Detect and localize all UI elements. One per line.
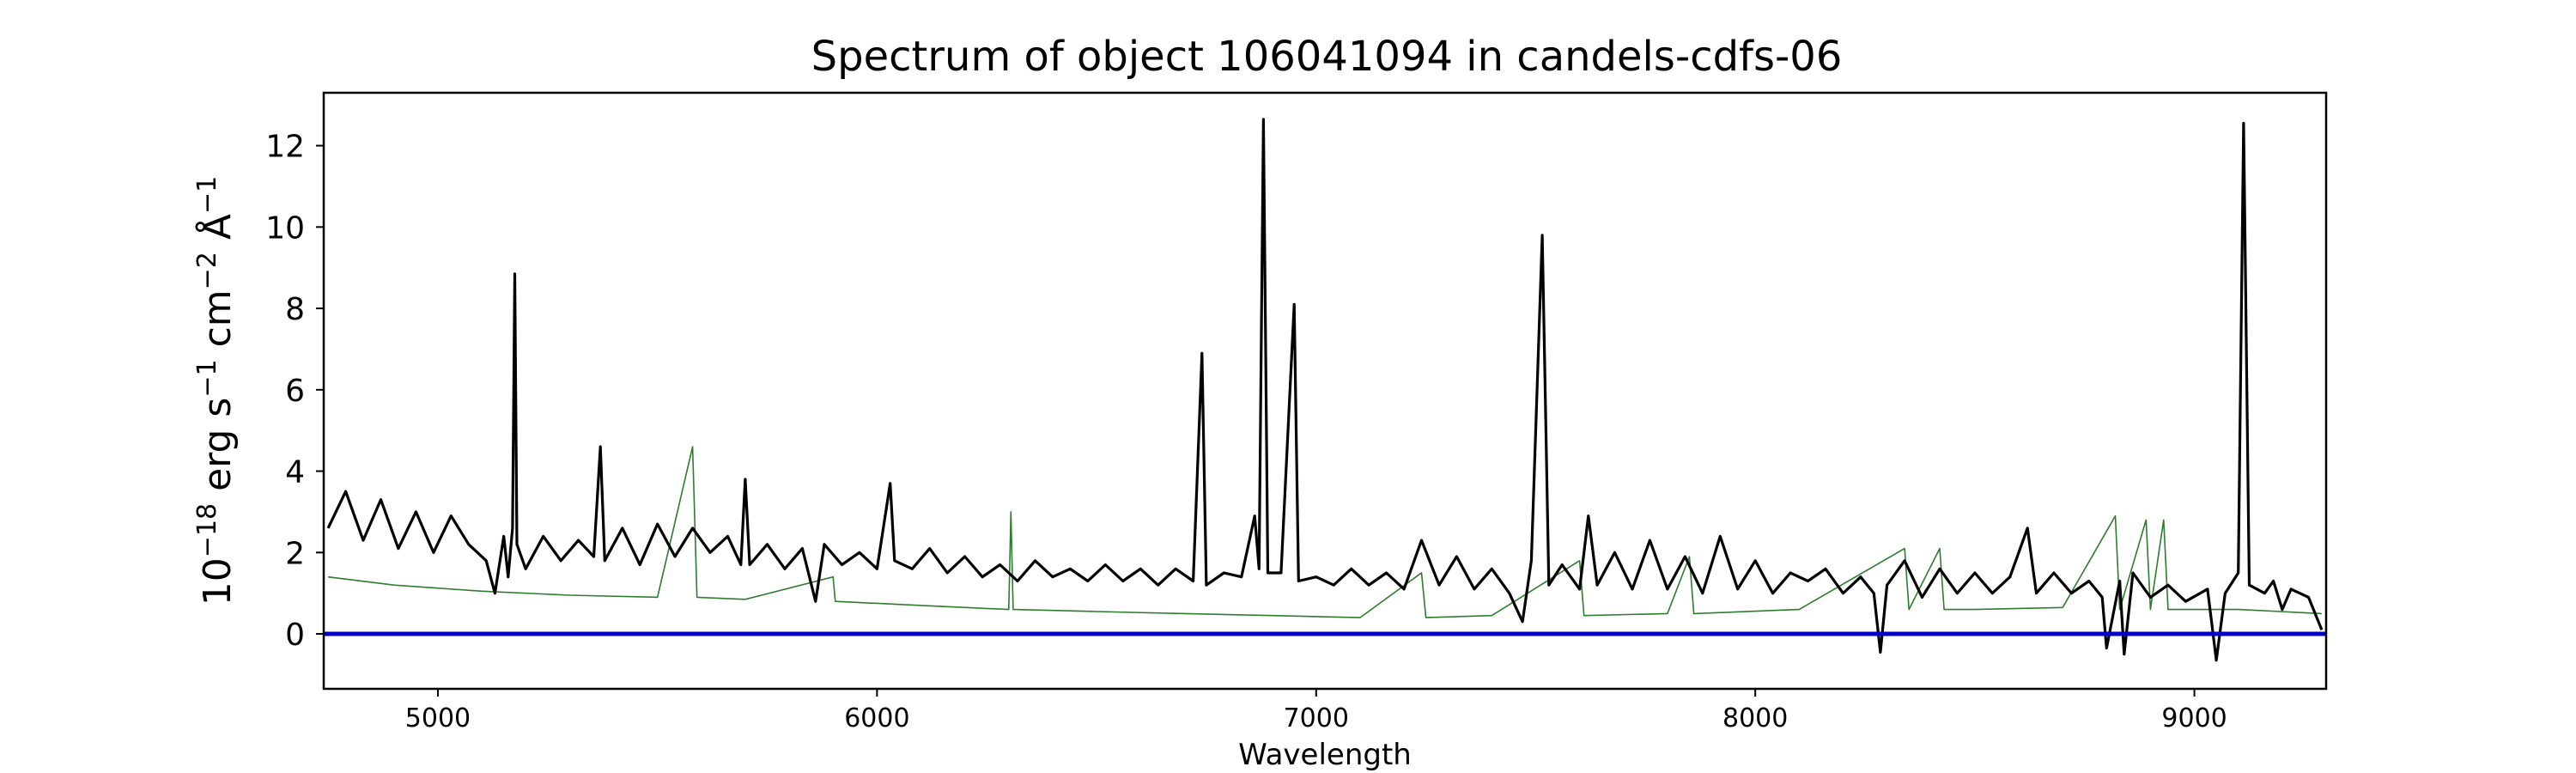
x-tick-label: 5000 [405, 703, 471, 733]
y-tick-label: 2 [285, 536, 305, 571]
plot-frame [322, 91, 2328, 691]
error-series-line [328, 446, 2322, 618]
x-tick-label: 9000 [2161, 703, 2227, 733]
y-tick-label: 4 [285, 455, 305, 490]
y-tick-label: 8 [285, 292, 305, 327]
y-tick-label: 6 [285, 374, 305, 409]
chart-title: Spectrum of object 106041094 in candels-… [811, 33, 1843, 81]
y-tick-label: 12 [265, 130, 305, 165]
series-layer [324, 118, 2326, 662]
y-tick-label: 0 [285, 618, 305, 653]
y-tick-label: 10 [265, 210, 305, 246]
flux-series-line [326, 118, 2324, 662]
x-tick-label: 7000 [1284, 703, 1349, 733]
y-axis: 0 2 4 6 8 10 12 [265, 130, 324, 653]
x-axis-label: Wavelength [1238, 738, 1412, 772]
x-tick-label: 6000 [844, 703, 909, 733]
y-axis-label: 10−18 erg s−1 cm−2 Å−1 [192, 176, 240, 606]
x-axis: 5000 6000 7000 8000 9000 [405, 689, 2227, 733]
x-tick-label: 8000 [1722, 703, 1788, 733]
plot-area [322, 91, 2328, 691]
